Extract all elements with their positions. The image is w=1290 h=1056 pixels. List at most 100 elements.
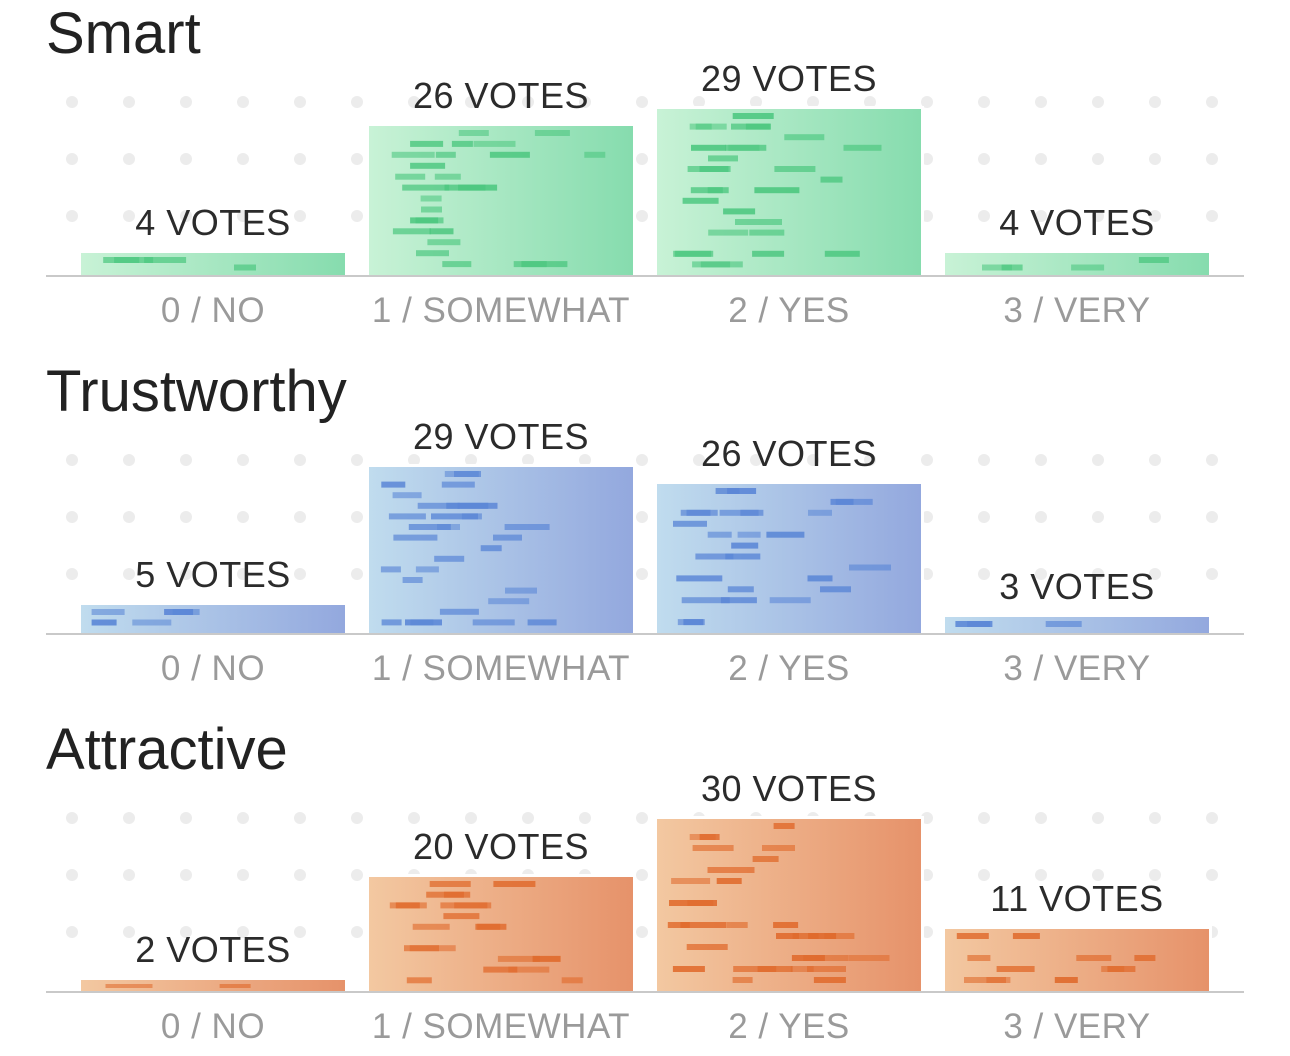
vote-dash xyxy=(475,923,507,930)
vote-dash xyxy=(843,144,882,151)
vote-dash xyxy=(132,619,172,626)
grid-dot xyxy=(693,454,705,466)
vote-dash xyxy=(667,922,690,928)
vote-dash xyxy=(716,878,742,884)
grid-dot xyxy=(978,153,990,165)
grid-dot xyxy=(66,869,78,881)
vote-dash xyxy=(437,524,460,530)
grid-dot xyxy=(978,869,990,881)
grid-dot xyxy=(579,812,591,824)
vote-count-label: 29 VOTES xyxy=(701,58,877,99)
grid-dot xyxy=(294,812,306,824)
grid-dot xyxy=(522,96,534,108)
grid-dot xyxy=(123,926,135,938)
category-label: 1 / SOMEWHAT xyxy=(372,649,630,688)
grid-dot xyxy=(66,812,78,824)
vote-dash xyxy=(410,217,439,224)
grid-dot xyxy=(237,153,249,165)
grid-dot xyxy=(1092,568,1104,580)
vote-dash xyxy=(719,509,759,516)
vote-dash xyxy=(700,261,743,268)
vote-dash xyxy=(513,261,547,268)
grid-dot xyxy=(180,210,192,222)
vote-dash xyxy=(737,531,761,538)
grid-dot xyxy=(750,454,762,466)
vote-dash xyxy=(402,184,450,191)
vote-dash xyxy=(427,239,461,246)
vote-count-label: 29 VOTES xyxy=(413,416,589,457)
bar-texture xyxy=(955,621,1082,627)
vote-dash xyxy=(720,597,757,604)
vote-dash xyxy=(1101,966,1125,972)
grid-dot xyxy=(294,210,306,222)
vote-count-label: 3 VOTES xyxy=(999,566,1155,607)
vote-dash xyxy=(91,619,117,626)
vote-dash xyxy=(561,977,583,984)
grid-dot xyxy=(636,812,648,824)
vote-dash xyxy=(676,575,723,582)
vote-dash xyxy=(1045,621,1082,627)
vote-dash xyxy=(740,509,764,516)
vote-dash xyxy=(754,187,800,194)
grid-dot xyxy=(66,96,78,108)
grid-dot xyxy=(123,210,135,222)
bar-texture xyxy=(956,933,1156,983)
vote-dash xyxy=(776,933,799,939)
vote-dash xyxy=(405,619,442,626)
vote-dash xyxy=(708,155,738,162)
bar-texture xyxy=(105,984,251,988)
vote-dash xyxy=(395,173,426,180)
grid-dot xyxy=(1092,153,1104,165)
grid-dot xyxy=(864,96,876,108)
grid-dot xyxy=(1092,812,1104,824)
vote-dash xyxy=(431,513,478,520)
category-label: 2 / YES xyxy=(728,1007,850,1046)
grid-dot xyxy=(351,812,363,824)
grid-dot xyxy=(123,511,135,523)
grid-dot xyxy=(66,926,78,938)
grid-dot xyxy=(294,153,306,165)
grid-dot xyxy=(693,96,705,108)
grid-dot xyxy=(66,210,78,222)
vote-dash xyxy=(454,902,492,909)
vote-count-label: 11 VOTES xyxy=(990,878,1163,919)
grid-dot xyxy=(1206,454,1218,466)
vote-dash xyxy=(691,144,726,151)
grid-dot xyxy=(66,153,78,165)
grid-dot xyxy=(180,812,192,824)
grid-dot xyxy=(408,812,420,824)
vote-dash xyxy=(682,197,719,204)
vote-dash xyxy=(461,513,482,520)
vote-dash xyxy=(393,534,438,541)
vote-dash xyxy=(790,966,814,972)
grid-dot xyxy=(579,454,591,466)
vote-dash xyxy=(769,597,811,604)
category-label: 1 / SOMEWHAT xyxy=(372,1007,630,1046)
vote-dash xyxy=(695,553,734,560)
grid-dot xyxy=(1035,210,1047,222)
vote-dash xyxy=(725,553,761,560)
vote-count-label: 2 VOTES xyxy=(135,929,291,970)
vote-dash xyxy=(406,977,432,984)
vote-dash xyxy=(91,609,125,615)
vote-dash xyxy=(105,984,153,988)
vote-dash xyxy=(527,619,557,626)
vote-dash xyxy=(410,140,444,147)
grid-dot xyxy=(237,926,249,938)
vote-dash xyxy=(774,166,816,172)
grid-dot xyxy=(522,454,534,466)
grid-dot xyxy=(522,812,534,824)
vote-dash xyxy=(773,922,799,928)
vote-dash xyxy=(986,977,1011,983)
vote-dash xyxy=(752,856,779,862)
vote-dash xyxy=(420,195,442,202)
vote-dash xyxy=(389,902,427,909)
vote-dash xyxy=(1054,977,1078,983)
grid-dot xyxy=(465,454,477,466)
grid-dot xyxy=(978,96,990,108)
grid-dot xyxy=(978,812,990,824)
grid-dot xyxy=(1206,153,1218,165)
grid-dot xyxy=(1206,96,1218,108)
grid-dot xyxy=(294,454,306,466)
